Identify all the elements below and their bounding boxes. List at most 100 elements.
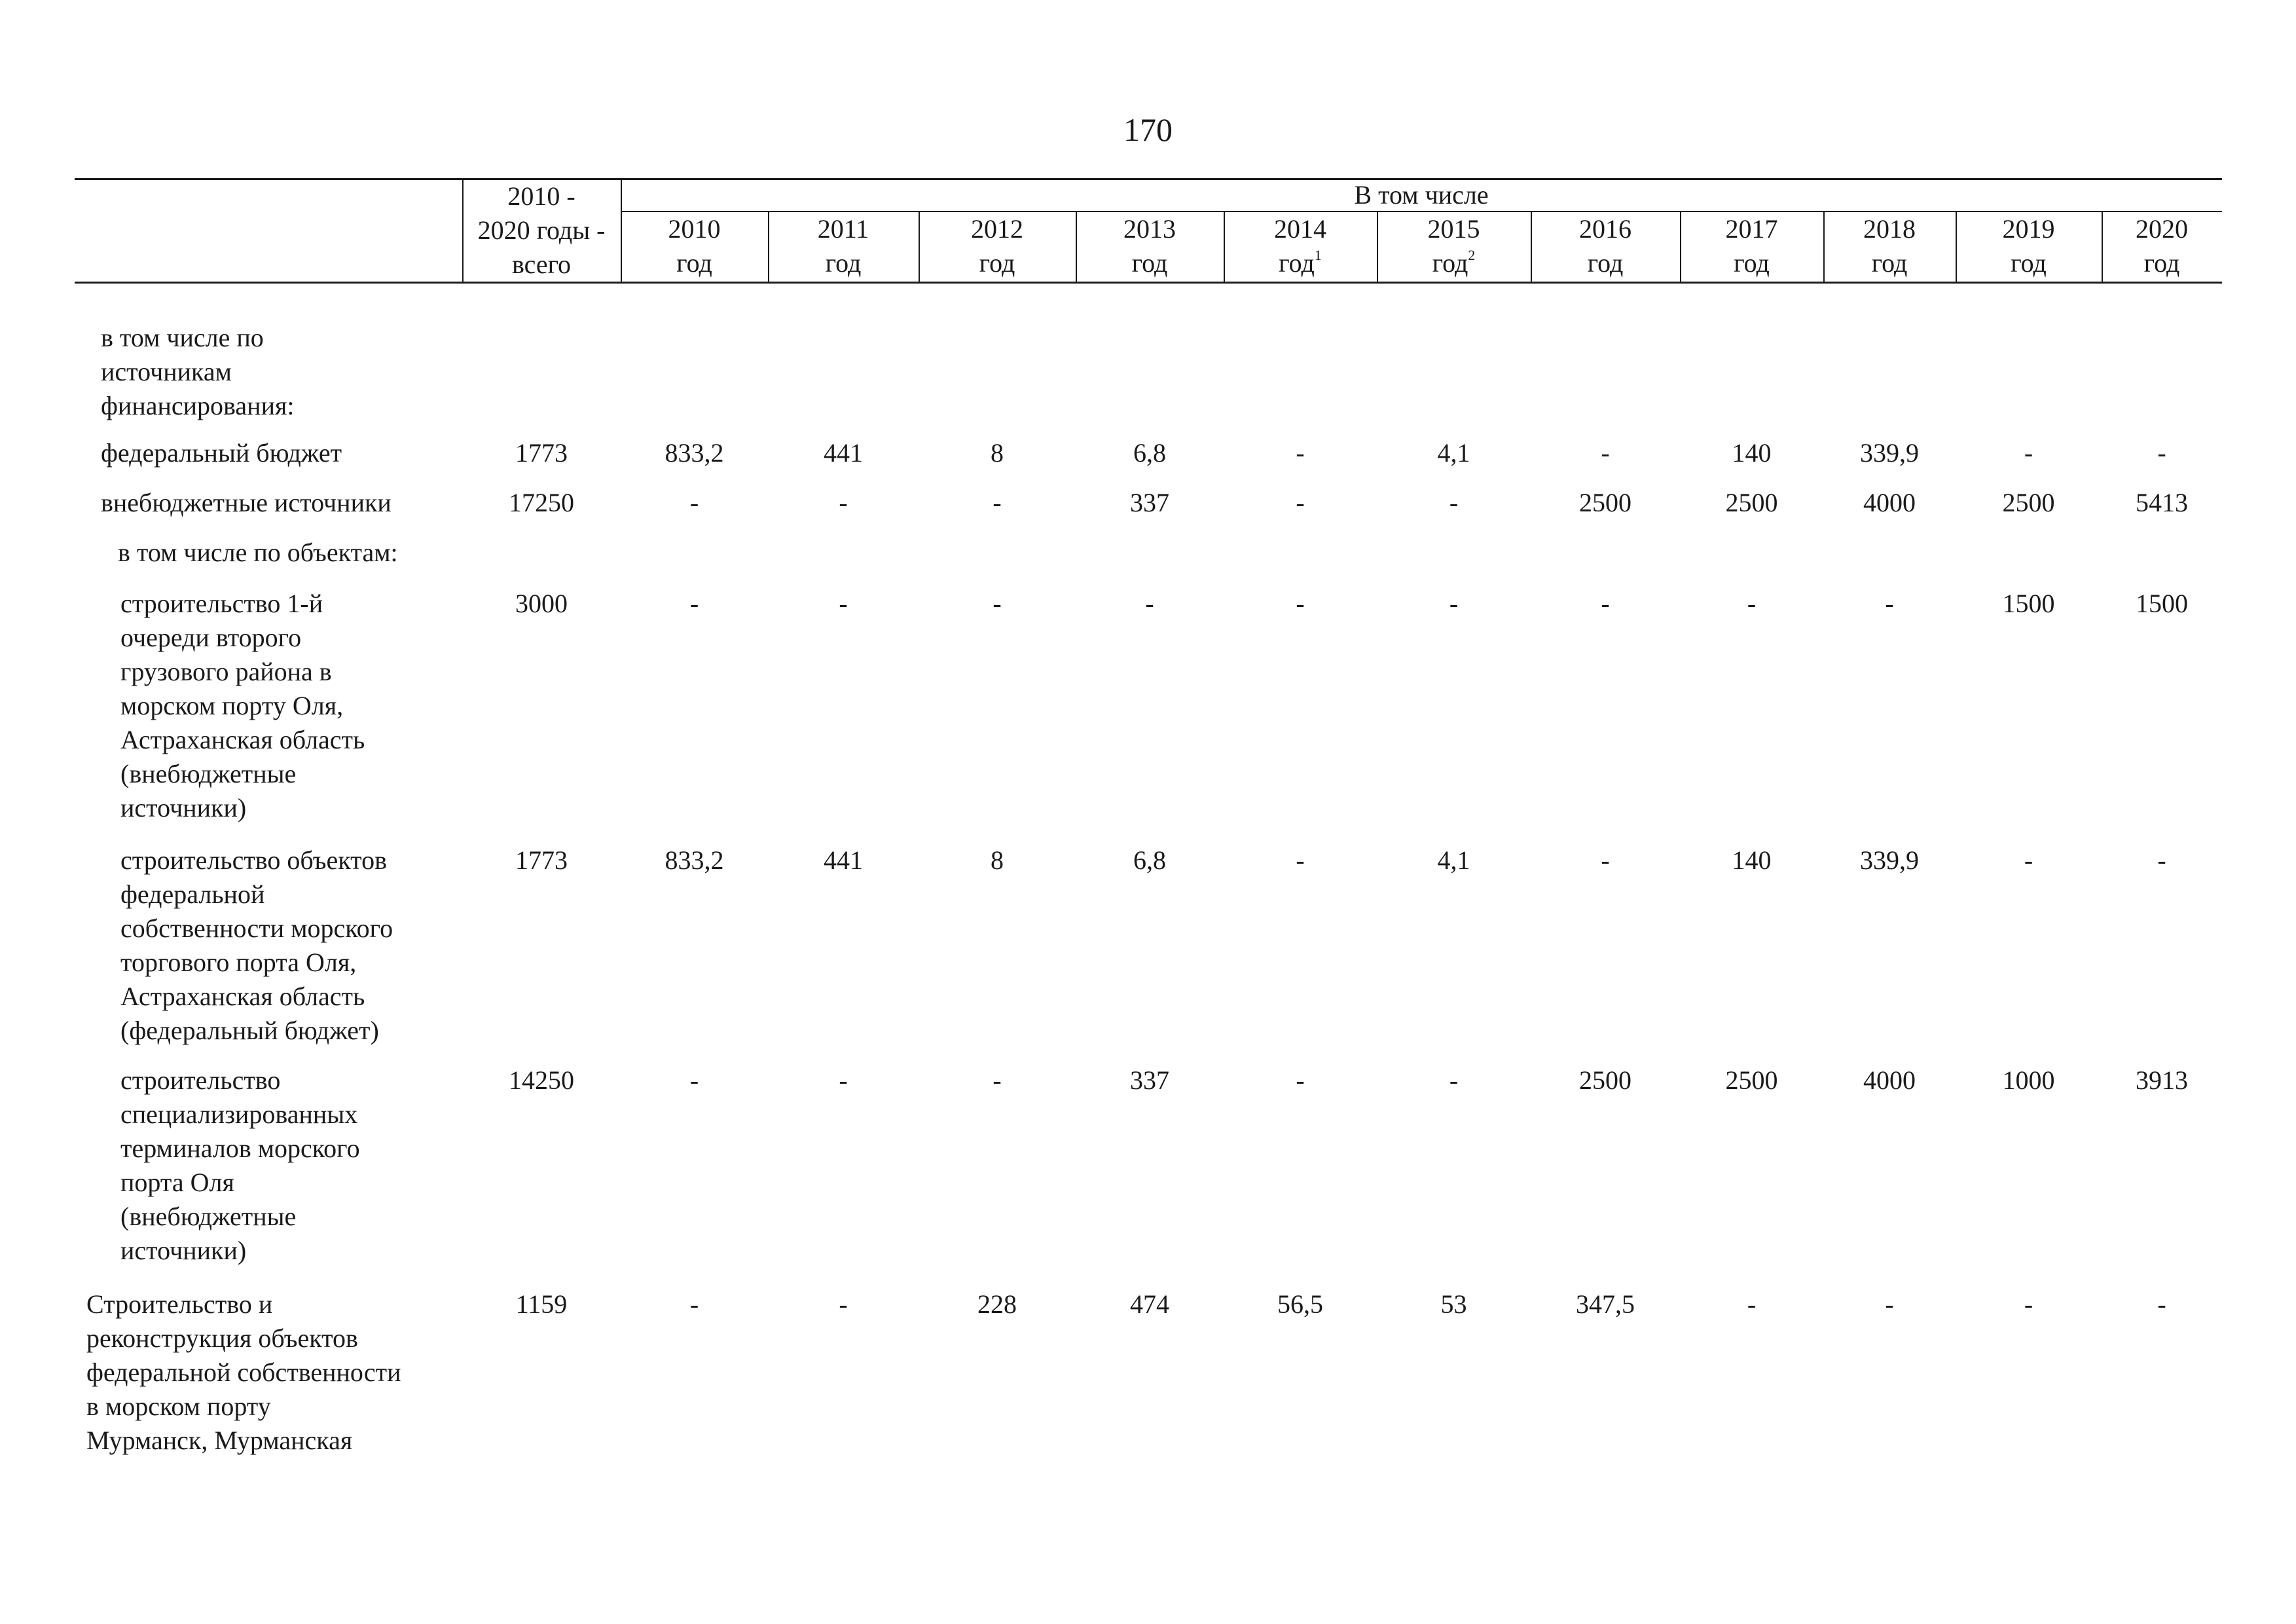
row-label-line: (внебюджетные — [120, 1202, 297, 1231]
table-cell: - — [839, 488, 848, 517]
header-top-rule — [75, 178, 2222, 180]
page-number: 170 — [1123, 111, 1173, 148]
row-label-line: специализированных — [120, 1099, 358, 1129]
table-cell: 441 — [824, 845, 863, 875]
header-year-unit-text: год — [825, 248, 862, 278]
header-year-2019: 2019 год — [1956, 212, 2102, 280]
table-cell: - — [839, 589, 848, 618]
header-year-2013: 2013 год — [1076, 212, 1224, 280]
table-cell: 1500 — [2136, 589, 2188, 618]
header-year-unit-text: год — [1279, 248, 1315, 278]
header-year-number: 2014 — [1274, 214, 1326, 244]
table-cell: - — [993, 1065, 1002, 1095]
header-year-2018: 2018 год — [1823, 212, 1956, 280]
table-cell: 2500 — [1725, 1065, 1778, 1095]
row-label-line: Астраханская область — [120, 982, 365, 1011]
row-label-line: собственности морского — [120, 913, 393, 943]
table-cell: 1773 — [515, 845, 568, 875]
row-label-line: грузового района в — [120, 657, 332, 686]
table-cell: - — [1296, 589, 1305, 618]
table-cell: - — [1747, 1289, 1757, 1319]
header-year-number: 2019 — [2002, 214, 2055, 244]
table-cell: 2500 — [1579, 1065, 1631, 1095]
row-label-line: строительство — [120, 1065, 281, 1095]
table-cell: - — [2157, 438, 2166, 468]
table-cell: 1000 — [2002, 1065, 2055, 1095]
table-cell: 337 — [1130, 488, 1169, 517]
table-cell: 474 — [1130, 1289, 1169, 1319]
row-label-line: в том числе по — [101, 323, 264, 352]
table-cell: 53 — [1440, 1289, 1467, 1319]
row-label-line: реконструкция объектов — [86, 1323, 358, 1353]
table-cell: 140 — [1732, 438, 1772, 468]
row-label: строительство 1-й очереди второго грузовог… — [120, 587, 462, 825]
table-cell: 441 — [824, 438, 863, 468]
header-year-unit: год — [1076, 246, 1224, 280]
header-year-2012: 2012 год — [919, 212, 1076, 280]
table-cell: - — [2157, 845, 2166, 875]
header-total-column: 2010 - 2020 годы - всего — [462, 179, 621, 282]
header-year-number: 2017 — [1725, 214, 1778, 244]
column-divider — [1076, 211, 1077, 282]
header-year-unit-text: год — [1587, 248, 1624, 278]
column-divider — [621, 178, 622, 282]
header-year-unit-text: год — [1871, 248, 1908, 278]
row-label-line: терминалов морского — [120, 1134, 360, 1163]
column-divider — [462, 178, 464, 282]
row-label-line: морском порту Оля, — [120, 691, 344, 720]
row-label: в том числе по объектам: — [118, 536, 462, 570]
table-cell: - — [2024, 845, 2033, 875]
header-year-unit: год2 — [1377, 246, 1531, 280]
table-cell: - — [1296, 488, 1305, 517]
row-label-line: в том числе по объектам: — [118, 538, 398, 567]
header-year-unit-text: год — [979, 248, 1015, 278]
row-label-line: Строительство и — [86, 1289, 273, 1319]
row-label: строительство специализированных терминало… — [120, 1063, 462, 1268]
header-year-unit: год — [1531, 246, 1680, 280]
row-label-line: источникам — [101, 357, 232, 386]
table-cell: 339,9 — [1860, 438, 1919, 468]
row-label-line: источники) — [120, 793, 247, 822]
table-cell: - — [1601, 438, 1610, 468]
column-divider — [2102, 211, 2103, 282]
row-label: внебюджетные источники — [101, 486, 462, 520]
table-cell: - — [839, 1065, 848, 1095]
header-year-number: 2013 — [1123, 214, 1176, 244]
table-cell: - — [1747, 589, 1757, 618]
column-divider — [1377, 211, 1378, 282]
column-divider — [768, 211, 769, 282]
table-cell: 56,5 — [1277, 1289, 1323, 1319]
group-header-rule — [621, 211, 2222, 212]
table-cell: - — [993, 589, 1002, 618]
header-year-unit-text: год — [1432, 248, 1468, 278]
table-cell: - — [839, 1289, 848, 1319]
header-year-unit: год — [2102, 246, 2222, 280]
header-year-unit: год — [919, 246, 1076, 280]
table-cell: 1773 — [515, 438, 568, 468]
header-total-line: 2020 годы - — [477, 215, 606, 245]
header-year-unit-text: год — [2011, 248, 2047, 278]
table-cell: - — [2024, 438, 2033, 468]
table-cell: 347,5 — [1576, 1289, 1635, 1319]
table-cell: 2500 — [2002, 488, 2055, 517]
table-cell: - — [689, 488, 699, 517]
header-year-2014: 2014 год1 — [1224, 212, 1377, 280]
row-label-line: строительство 1-й — [120, 589, 323, 618]
table-cell: - — [2157, 1289, 2166, 1319]
table-cell: - — [993, 488, 1002, 517]
header-year-unit: год — [1680, 246, 1823, 280]
table-cell: - — [1885, 589, 1894, 618]
table-cell: - — [1449, 488, 1459, 517]
table-cell: 2500 — [1725, 488, 1778, 517]
header-total-line: 2010 - — [507, 181, 575, 211]
header-year-unit: год — [1956, 246, 2102, 280]
row-label-line: в морском порту — [86, 1392, 271, 1421]
table-cell: - — [1296, 1065, 1305, 1095]
table-cell: 339,9 — [1860, 845, 1919, 875]
table-cell: - — [1296, 845, 1305, 875]
table-cell: 140 — [1732, 845, 1772, 875]
table-cell: - — [1296, 438, 1305, 468]
header-year-unit-text: год — [676, 248, 712, 278]
table-cell: 4,1 — [1437, 845, 1470, 875]
row-label-line: порта Оля — [120, 1168, 234, 1197]
